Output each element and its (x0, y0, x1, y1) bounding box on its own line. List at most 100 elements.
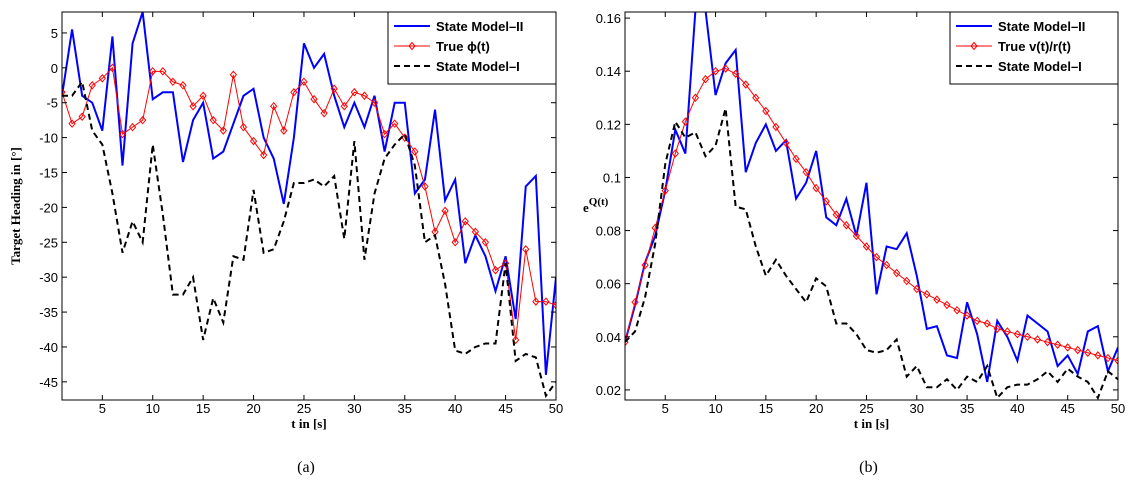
marker (310, 94, 318, 104)
y-tick-label: 0.12 (596, 117, 621, 132)
x-axis-label: t in [s] (854, 416, 889, 431)
plot-frame (61, 11, 557, 401)
x-tick-label: 40 (1010, 401, 1024, 416)
marker (491, 265, 500, 275)
x-tick-label: 25 (859, 401, 873, 416)
marker (149, 67, 157, 76)
marker (732, 69, 740, 79)
legend-box (949, 11, 1119, 85)
marker (1084, 348, 1092, 357)
x-tick-label: 25 (297, 401, 311, 416)
marker (189, 101, 197, 111)
marker (1104, 353, 1112, 363)
marker (943, 300, 951, 310)
marker (118, 129, 127, 139)
x-tick-label: 20 (246, 401, 260, 416)
x-tick-label: 45 (498, 401, 512, 416)
marker (762, 106, 770, 116)
y-axis-label-base: e (583, 200, 589, 215)
y-tick-label: 0.08 (596, 224, 621, 239)
x-tick-label: 35 (398, 401, 412, 416)
marker (913, 284, 921, 294)
marker (772, 122, 780, 132)
y-tick-label: 0.06 (596, 277, 621, 292)
marker (782, 138, 790, 148)
marker (522, 244, 530, 254)
marker (711, 66, 720, 76)
marker (752, 93, 760, 103)
marker (822, 197, 830, 206)
marker (179, 81, 187, 90)
marker (270, 101, 278, 111)
marker (461, 217, 469, 226)
y-tick-label: -20 (39, 200, 58, 215)
caption: (a) (297, 459, 315, 476)
marker (290, 87, 298, 97)
marker (501, 258, 510, 268)
marker (249, 136, 258, 146)
marker (1074, 345, 1082, 355)
plot-lines (62, 12, 556, 399)
marker (350, 87, 359, 97)
marker (1094, 351, 1102, 360)
x-tick-label: 10 (708, 401, 722, 416)
marker (169, 77, 177, 87)
marker (219, 126, 227, 135)
data-line (62, 12, 556, 375)
marker (62, 87, 66, 97)
marker (532, 297, 540, 306)
x-tick-label: 10 (146, 401, 160, 416)
plot-lines (625, 12, 1118, 400)
marker (661, 186, 669, 195)
marker (701, 74, 710, 84)
marker (742, 80, 750, 89)
legend-label: State Model–II (436, 19, 523, 34)
marker (512, 335, 520, 345)
marker (1023, 332, 1032, 342)
marker (451, 238, 459, 247)
y-tick-label: 0.04 (596, 330, 621, 345)
x-tick-label: 5 (99, 401, 106, 416)
marker (542, 297, 550, 306)
y-axis-label-superscript: Q(t) (589, 196, 609, 208)
marker (1053, 340, 1062, 350)
marker (128, 122, 137, 132)
marker (68, 119, 76, 128)
y-tick-label: 0.16 (596, 11, 621, 26)
y-axis-label: eQ(t) (583, 196, 609, 215)
marker (691, 93, 700, 103)
data-line (62, 79, 556, 399)
marker (812, 183, 820, 193)
marker (88, 81, 96, 90)
y-tick-label: 0.14 (596, 64, 621, 79)
legend-label: State Model–II (998, 19, 1085, 34)
marker (330, 84, 338, 94)
marker (721, 64, 730, 73)
marker (993, 324, 1001, 334)
data-line (625, 12, 1118, 383)
x-tick-label: 40 (448, 401, 462, 416)
x-axis-label: t in [s] (291, 416, 326, 431)
x-tick-label: 35 (960, 401, 974, 416)
y-tick-label: -15 (39, 166, 58, 181)
marker (229, 70, 238, 80)
marker (320, 108, 328, 118)
y-tick-label: 5 (51, 26, 58, 41)
marker (209, 115, 217, 125)
y-tick-label: -45 (39, 375, 58, 390)
marker (239, 122, 248, 132)
marker (1033, 335, 1042, 344)
x-tick-label: 5 (662, 401, 669, 416)
x-tick-label: 30 (347, 401, 361, 416)
marker (953, 305, 961, 315)
marker (340, 101, 348, 111)
legend-label: True v(t)/r(t) (998, 39, 1071, 54)
legend-label: State Model–I (436, 59, 520, 74)
x-tick-label: 50 (549, 401, 563, 416)
marker (259, 150, 268, 160)
marker (852, 231, 861, 241)
legend-label: True ϕ(t) (436, 39, 490, 54)
marker (552, 300, 556, 310)
marker (862, 242, 871, 251)
